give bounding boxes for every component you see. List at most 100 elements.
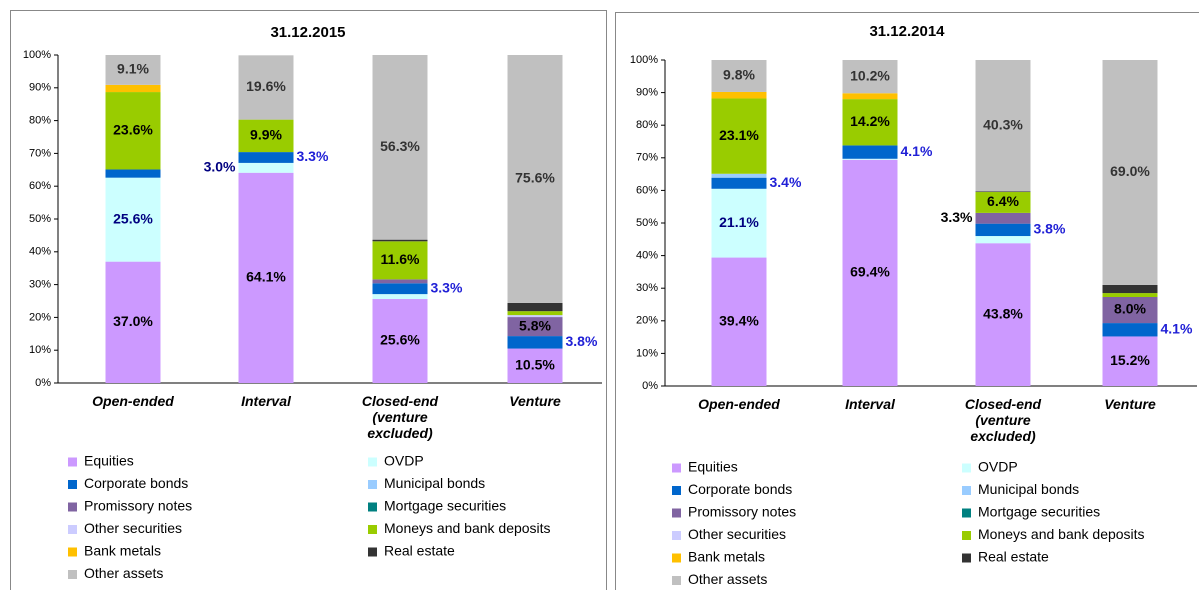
- bar-segment: [372, 294, 428, 300]
- x-tick-label: Open-ended: [92, 393, 174, 409]
- value-label: 10.5%: [515, 356, 555, 372]
- legend-swatch: [672, 531, 681, 540]
- legend-swatch: [672, 553, 681, 563]
- y-tick-label: 70%: [636, 152, 658, 164]
- value-label: 25.6%: [380, 332, 420, 348]
- value-label: 9.1%: [117, 61, 149, 77]
- legend-label: Equities: [688, 459, 738, 475]
- bar-segment: [711, 257, 767, 386]
- legend-swatch: [962, 531, 971, 540]
- value-label: 3.8%: [566, 333, 598, 349]
- bar-segment: [975, 60, 1031, 192]
- value-label: 19.6%: [246, 78, 286, 94]
- value-label: 3.0%: [204, 159, 236, 175]
- legend-label: Other securities: [84, 520, 182, 536]
- bar-segment: [507, 302, 563, 312]
- legend-swatch: [672, 463, 681, 473]
- chart-title: 31.12.2015: [270, 24, 345, 41]
- legend-label: Promissory notes: [688, 504, 796, 520]
- bar-segment: [842, 145, 898, 159]
- bar-segment: [975, 243, 1031, 386]
- legend-swatch: [68, 547, 77, 557]
- value-label: 23.6%: [113, 121, 153, 137]
- bar-segment: [711, 188, 767, 258]
- bar-segment: [507, 55, 563, 303]
- legend-label: Bank metals: [688, 549, 765, 565]
- legend-swatch: [672, 508, 681, 518]
- value-label: 11.6%: [381, 251, 420, 267]
- bar-segment: [1102, 60, 1158, 285]
- x-tick-label: Venture: [1104, 396, 1156, 412]
- value-label: 21.1%: [719, 214, 759, 230]
- value-label: 10.2%: [850, 67, 890, 83]
- legend-swatch: [68, 457, 77, 467]
- bar-segment: [1102, 297, 1158, 324]
- bar-segment: [238, 119, 294, 153]
- value-label: 25.6%: [113, 210, 153, 226]
- y-tick-label: 40%: [29, 246, 51, 258]
- value-label: 6.4%: [987, 193, 1019, 209]
- bar-segment: [507, 336, 563, 349]
- legend-swatch: [368, 480, 377, 489]
- value-label: 64.1%: [246, 269, 286, 285]
- value-label: 43.8%: [983, 305, 1023, 321]
- y-tick-label: 100%: [630, 54, 658, 66]
- bar-segment: [711, 173, 767, 178]
- legend-swatch: [68, 480, 77, 489]
- bar-segment: [842, 159, 898, 386]
- legend-label: OVDP: [384, 453, 424, 469]
- legend-swatch: [962, 486, 971, 495]
- y-tick-label: 10%: [29, 344, 51, 356]
- bar-segment: [975, 223, 1031, 237]
- legend-swatch: [368, 547, 377, 557]
- legend-label: Corporate bonds: [688, 481, 792, 497]
- legend-swatch: [962, 463, 971, 473]
- bar-segment: [711, 91, 767, 99]
- bar-segment: [711, 60, 767, 92]
- bar-segment: [975, 236, 1031, 244]
- value-label: 3.8%: [1034, 221, 1066, 237]
- legend-swatch: [368, 525, 377, 534]
- legend-swatch: [68, 502, 77, 512]
- bar-segment: [975, 212, 1031, 224]
- x-tick-label: Closed-end (venture excluded): [964, 396, 1042, 444]
- chart-title: 31.12.2014: [869, 23, 945, 40]
- legend-label: Municipal bonds: [384, 475, 485, 491]
- y-tick-label: 60%: [636, 184, 658, 196]
- value-label: 8.0%: [1114, 301, 1146, 317]
- panel-frame: [615, 12, 1199, 590]
- y-tick-label: 40%: [636, 250, 658, 262]
- bar-segment: [1102, 323, 1158, 337]
- y-tick-label: 20%: [29, 311, 51, 323]
- value-label: 40.3%: [983, 116, 1023, 132]
- legend-swatch: [68, 525, 77, 534]
- legend-label: Real estate: [978, 549, 1049, 565]
- value-label: 14.2%: [850, 113, 890, 129]
- legend-swatch: [368, 502, 377, 512]
- legend-swatch: [68, 570, 77, 579]
- value-label: 4.1%: [901, 143, 933, 159]
- x-tick-label: Closed-end (venture excluded): [361, 393, 439, 441]
- bar-segment: [105, 84, 161, 93]
- bar-segment: [842, 93, 898, 100]
- x-tick-label: Interval: [845, 396, 895, 412]
- x-tick-label: Open-ended: [698, 396, 780, 412]
- value-label: 69.4%: [850, 264, 890, 280]
- y-tick-label: 10%: [636, 347, 658, 359]
- bar-segment: [711, 177, 767, 189]
- y-tick-label: 60%: [29, 180, 51, 192]
- bar-segment: [372, 283, 428, 295]
- bar-segment: [238, 162, 294, 173]
- bar-segment: [372, 279, 428, 284]
- legend-label: Moneys and bank deposits: [978, 526, 1145, 542]
- legend-swatch: [368, 457, 377, 467]
- legend-swatch: [672, 576, 681, 585]
- bar-segment: [105, 55, 161, 85]
- bar-segment: [238, 55, 294, 120]
- legend-label: Moneys and bank deposits: [384, 520, 551, 536]
- bar-segment: [372, 299, 428, 383]
- legend-label: Equities: [84, 453, 134, 469]
- y-tick-label: 0%: [642, 380, 658, 392]
- bar-segment: [1102, 284, 1158, 294]
